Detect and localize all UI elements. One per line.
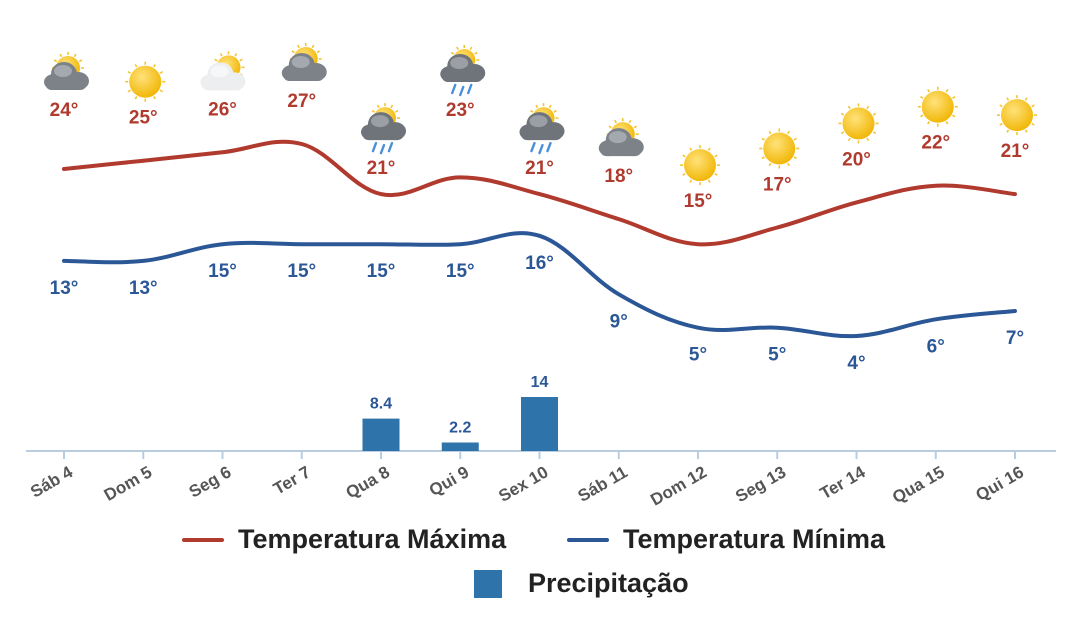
precip-bar <box>521 397 558 451</box>
min-value-label: 16° <box>525 253 554 274</box>
x-tick-label: Dom 5 <box>101 462 156 504</box>
precip-value-label: 2.2 <box>449 420 471 437</box>
sun-cloud-rain-icon <box>519 103 565 155</box>
x-tick-label: Sex 10 <box>495 462 551 505</box>
x-tick-label: Qui 16 <box>972 462 1027 504</box>
max-value-label: 18° <box>604 166 633 187</box>
min-value-label: 15° <box>287 261 316 282</box>
precip-value-label: 14 <box>531 374 549 391</box>
max-value-label: 17° <box>763 174 792 195</box>
precip-value-label: 8.4 <box>370 396 392 413</box>
max-value-label: 26° <box>208 99 237 120</box>
max-value-label: 21° <box>525 158 554 179</box>
min-value-label: 7° <box>1006 328 1024 349</box>
sun-cloud-rain-icon <box>361 103 406 155</box>
partly-cloudy-icon <box>44 52 89 90</box>
min-value-label: 15° <box>208 261 237 282</box>
max-value-label: 23° <box>446 100 475 121</box>
x-tick-label: Qua 15 <box>889 462 948 507</box>
min-value-label: 13° <box>129 278 158 299</box>
series-line-max <box>62 139 1017 247</box>
sun-cloud-rain-icon <box>440 45 486 97</box>
max-value-label: 27° <box>287 91 316 112</box>
x-tick-label: Qua 8 <box>343 462 393 502</box>
legend-item-max[interactable]: Temperatura Máxima <box>182 524 506 555</box>
sun-icon <box>759 128 800 169</box>
max-value-label: 15° <box>684 191 713 212</box>
sun-behind-cloud-icon <box>200 51 246 91</box>
x-tick-label: Qui 9 <box>426 462 472 500</box>
x-tick-label: Seg 13 <box>732 462 789 506</box>
legend-item-min[interactable]: Temperatura Mínima <box>567 524 885 555</box>
sun-icon <box>125 61 166 102</box>
max-value-label: 20° <box>842 149 871 170</box>
legend-item-precip[interactable]: Precipitação <box>474 568 689 599</box>
legend-label-max: Temperatura Máxima <box>238 524 507 554</box>
max-value-label: 21° <box>367 158 396 179</box>
min-value-label: 15° <box>446 261 475 282</box>
chart-legend: Temperatura Máxima Temperatura Mínima Pr… <box>0 520 1079 630</box>
sun-icon <box>680 145 720 186</box>
x-tick-label: Sáb 4 <box>27 462 76 501</box>
max-value-label: 22° <box>921 133 950 154</box>
sun-icon <box>917 86 958 127</box>
x-tick-label: Ter 7 <box>270 462 314 498</box>
x-tick-label: Ter 14 <box>817 462 869 503</box>
x-tick-label: Sáb 11 <box>575 462 631 505</box>
legend-swatch-min <box>567 537 609 542</box>
legend-swatch-max <box>182 537 224 542</box>
series-line-min <box>62 231 1017 339</box>
max-value-label: 21° <box>1001 141 1030 162</box>
min-value-label: 15° <box>367 261 396 282</box>
max-value-label: 24° <box>50 100 79 121</box>
partly-cloudy-icon <box>598 118 644 157</box>
x-tick-label: Dom 12 <box>647 462 710 509</box>
min-value-label: 13° <box>50 278 79 299</box>
min-value-label: 5° <box>689 345 707 366</box>
sun-icon <box>997 95 1037 136</box>
sun-icon <box>838 103 879 144</box>
precip-bar <box>441 442 479 451</box>
partly-cloudy-icon <box>281 43 327 81</box>
legend-label-min: Temperatura Mínima <box>623 524 886 554</box>
precip-bar <box>362 418 400 451</box>
min-value-label: 5° <box>768 345 786 366</box>
legend-label-precip: Precipitação <box>528 568 689 598</box>
min-value-label: 9° <box>610 311 628 332</box>
min-value-label: 4° <box>847 353 865 374</box>
min-value-label: 6° <box>927 336 945 357</box>
max-value-label: 25° <box>129 108 158 129</box>
legend-swatch-precip <box>474 569 502 598</box>
x-tick-label: Seg 6 <box>186 462 235 501</box>
